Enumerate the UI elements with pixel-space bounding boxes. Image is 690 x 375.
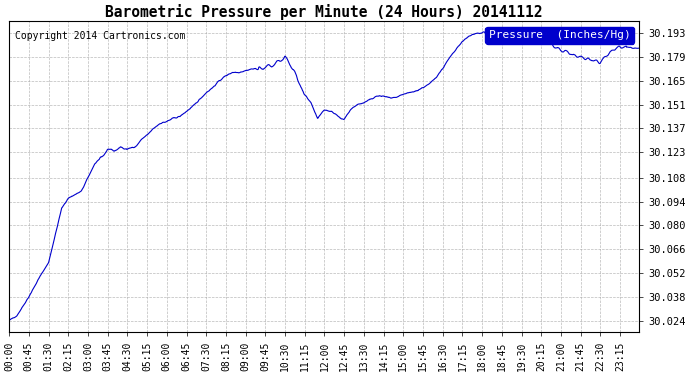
Legend: Pressure  (Inches/Hg): Pressure (Inches/Hg) [485, 27, 633, 44]
Text: Copyright 2014 Cartronics.com: Copyright 2014 Cartronics.com [15, 31, 186, 40]
Title: Barometric Pressure per Minute (24 Hours) 20141112: Barometric Pressure per Minute (24 Hours… [106, 4, 543, 20]
